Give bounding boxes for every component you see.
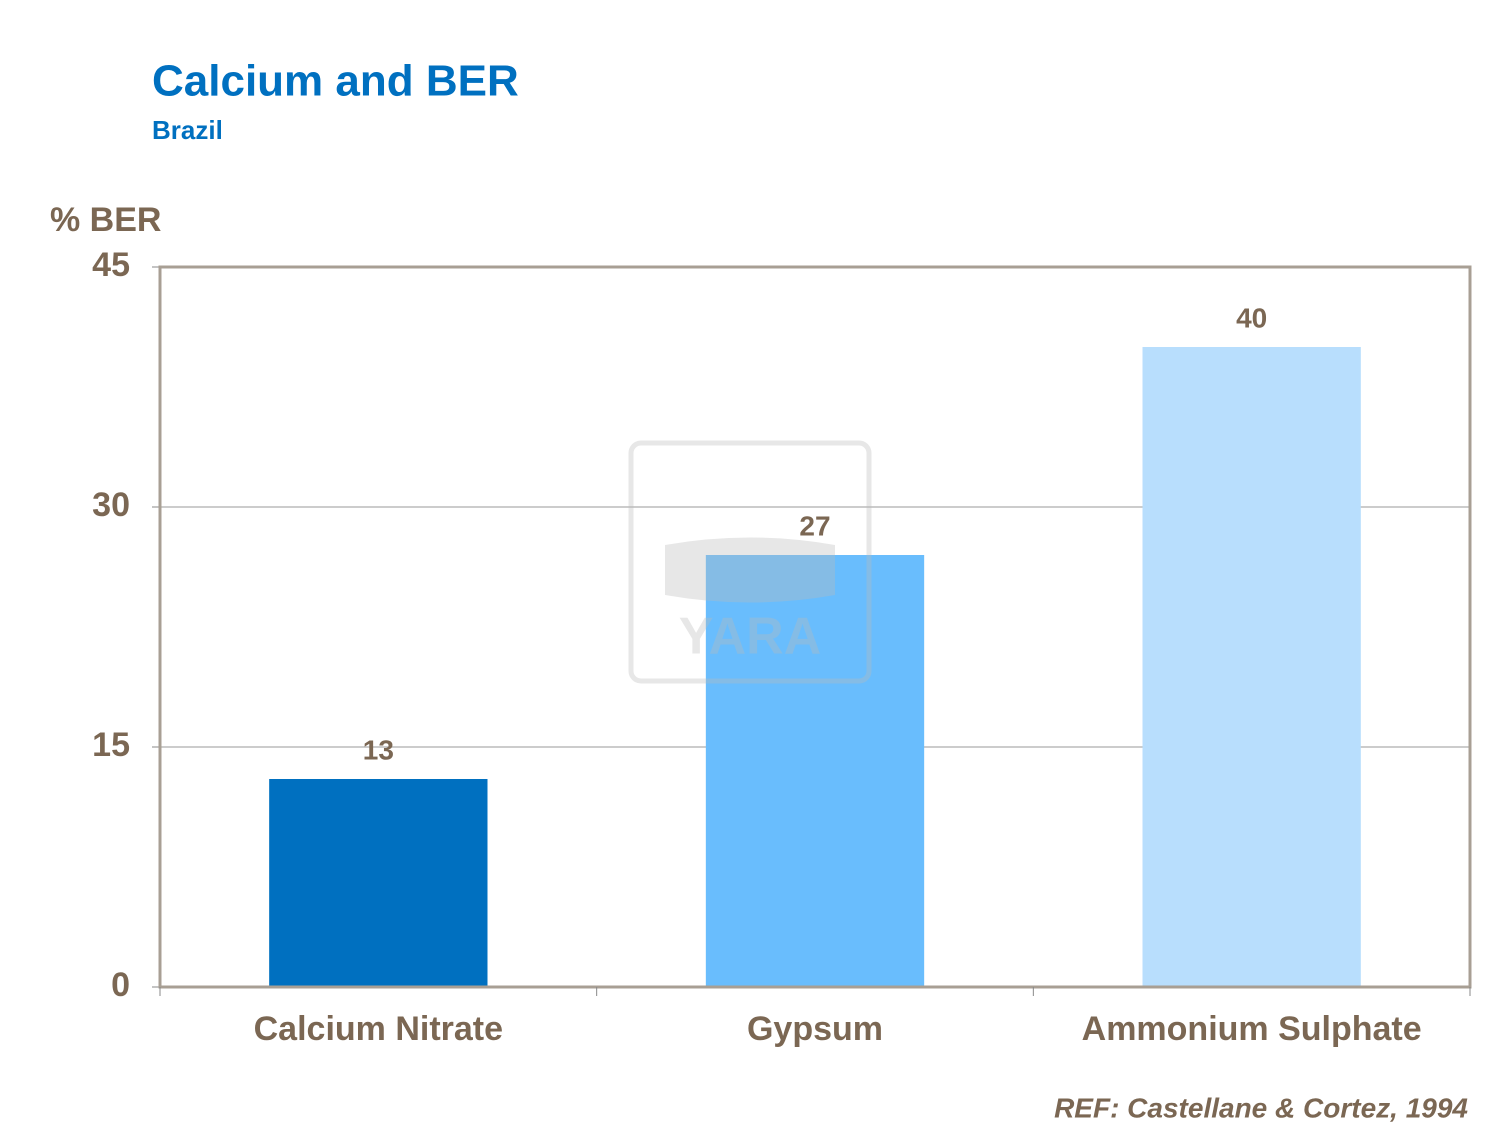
x-tick-label: Ammonium Sulphate [1082, 1010, 1422, 1048]
source-note: REF: Castellane & Cortez, 1994 [1054, 1092, 1468, 1123]
y-tick-label: 30 [92, 486, 130, 524]
x-tick-label: Calcium Nitrate [254, 1010, 503, 1048]
watermark: YARA [628, 440, 872, 684]
y-axis-label: % BER [50, 201, 161, 239]
y-tick-label: 45 [92, 246, 130, 284]
y-tick-label: 0 [111, 966, 130, 1004]
bar [1142, 347, 1361, 987]
watermark-frame [628, 440, 872, 684]
x-tick-label: Gypsum [747, 1010, 883, 1048]
data-label: 27 [799, 510, 830, 541]
watermark-text: YARA [679, 608, 822, 666]
bar [705, 555, 925, 987]
plot-frame [158, 265, 1472, 989]
y-tick-label: 15 [92, 726, 130, 764]
chart-title: Calcium and BER [152, 57, 519, 106]
bar [269, 779, 488, 987]
chart-subtitle: Brazil [152, 115, 223, 145]
watermark-ship [665, 537, 835, 603]
data-label: 13 [363, 734, 394, 765]
data-label: 40 [1236, 302, 1267, 333]
